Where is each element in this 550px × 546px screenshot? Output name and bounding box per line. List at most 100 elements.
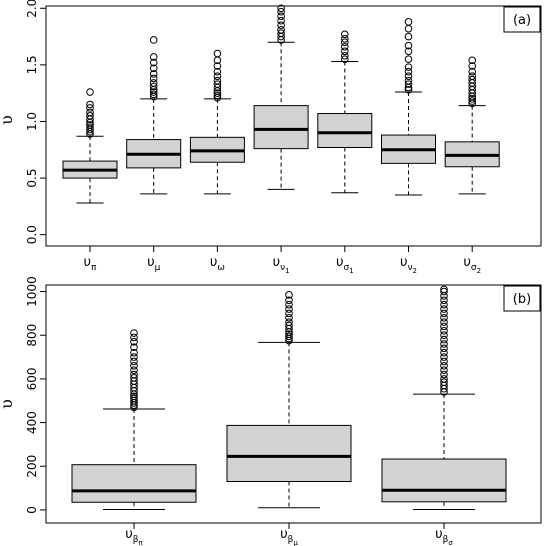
iqr-box: [71, 464, 197, 503]
outlier-point: [130, 392, 138, 401]
outlier-point: [213, 89, 222, 97]
outlier-point: [440, 309, 448, 318]
outlier-point: [213, 72, 222, 80]
outlier-point: [86, 88, 94, 96]
outlier-point: [440, 296, 448, 305]
outlier-point: [404, 18, 413, 26]
outlier-point: [130, 373, 138, 382]
outlier-point: [468, 72, 477, 80]
outlier-point: [341, 52, 349, 60]
y-tick-label: 0.0: [25, 225, 39, 244]
outlier-point: [440, 300, 448, 309]
outlier-point: [130, 337, 138, 346]
plot-frame: [45, 284, 542, 524]
y-tick-label: 200: [25, 455, 39, 478]
outlier-point: [86, 104, 94, 112]
outlier-point: [149, 79, 158, 87]
outlier-point: [277, 12, 285, 20]
x-tick-label: υω: [210, 255, 225, 273]
outlier-point: [440, 327, 448, 335]
outlier-point: [149, 36, 158, 44]
outlier-point: [440, 344, 448, 353]
outlier-point: [440, 375, 448, 383]
outlier-point: [285, 313, 293, 322]
outlier-point: [285, 330, 293, 338]
outlier-point: [277, 4, 285, 13]
outlier-point: [285, 332, 293, 341]
outlier-point: [277, 16, 285, 25]
outlier-point: [468, 67, 477, 76]
outlier-point: [440, 340, 448, 348]
panel-label-box: [503, 6, 541, 33]
outlier-point: [130, 366, 138, 374]
outlier-point: [213, 76, 222, 85]
y-tick-label: 1000: [25, 276, 39, 307]
outlier-point: [404, 32, 413, 41]
outlier-point: [149, 70, 158, 78]
outlier-point: [130, 348, 138, 357]
outlier-point: [86, 123, 94, 131]
outlier-point: [440, 313, 448, 322]
outlier-point: [130, 361, 138, 370]
outlier-point: [404, 72, 413, 80]
outlier-point: [285, 321, 293, 330]
outlier-point: [440, 331, 448, 340]
outlier-point: [468, 75, 477, 84]
x-tick-label: υβμ: [280, 527, 298, 546]
outlier-point: [277, 7, 285, 16]
outlier-point: [404, 41, 413, 50]
outlier-point: [341, 30, 349, 39]
outlier-point: [440, 353, 448, 361]
outlier-point: [468, 62, 477, 70]
y-tick-label: 600: [25, 367, 39, 390]
outlier-point: [440, 348, 448, 357]
y-tick-label: 400: [25, 411, 39, 434]
outlier-point: [440, 318, 448, 326]
outlier-point: [341, 47, 349, 56]
x-tick-label: υσ1: [336, 255, 354, 275]
outlier-point: [149, 82, 158, 91]
x-tick-label: υσ2: [463, 255, 481, 275]
y-axis-label: υ: [0, 115, 16, 125]
outlier-point: [440, 361, 448, 370]
outlier-point: [277, 21, 285, 30]
outlier-point: [404, 47, 413, 56]
outlier-point: [130, 343, 138, 352]
outlier-point: [213, 67, 222, 76]
outlier-point: [285, 296, 293, 305]
outlier-point: [404, 85, 413, 94]
outlier-point: [86, 112, 94, 120]
outlier-point: [341, 42, 349, 51]
outlier-point: [440, 357, 448, 366]
outlier-point: [213, 91, 222, 100]
outlier-point: [149, 58, 158, 67]
x-tick-label: υν1: [273, 255, 290, 275]
outlier-point: [130, 329, 138, 337]
outlier-point: [130, 353, 138, 361]
y-axis-label: υ: [0, 399, 16, 409]
outlier-point: [277, 25, 285, 34]
outlier-point: [130, 370, 138, 379]
y-tick-label: 1.0: [25, 112, 39, 131]
x-tick-label: υμ: [147, 255, 161, 273]
outlier-point: [130, 394, 138, 403]
outlier-point: [404, 67, 413, 76]
outlier-point: [341, 38, 349, 47]
y-tick-label: 0: [25, 506, 39, 514]
outlier-point: [468, 56, 477, 65]
iqr-box: [317, 113, 373, 149]
panel-label: (b): [513, 292, 531, 307]
outlier-point: [149, 90, 158, 99]
outlier-point: [440, 305, 448, 313]
iqr-box: [381, 458, 507, 503]
outlier-point: [86, 100, 94, 109]
outlier-point: [341, 35, 349, 43]
y-tick-label: 1.5: [25, 55, 39, 74]
outlier-point: [468, 95, 477, 103]
x-tick-label: υβπ: [125, 527, 143, 546]
outlier-point: [341, 55, 349, 64]
panel-label-box: [503, 285, 541, 312]
outlier-point: [149, 53, 158, 61]
outlier-point: [277, 29, 285, 37]
